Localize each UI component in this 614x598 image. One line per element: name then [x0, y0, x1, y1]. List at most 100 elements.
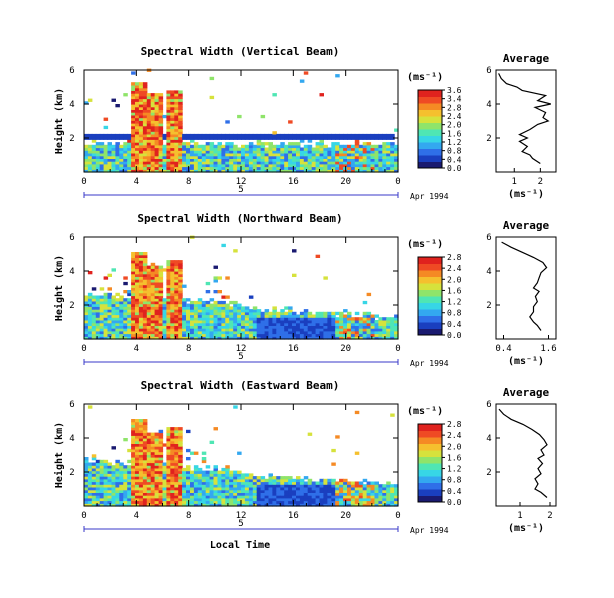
heatmap-cell: [131, 333, 136, 337]
heatmap-cell: [354, 161, 360, 165]
heatmap-cell: [182, 298, 187, 302]
heatmap-cell: [119, 467, 124, 472]
heatmap-cell: [166, 330, 171, 335]
heatmap-cell: [264, 317, 270, 321]
heatmap-cell: [378, 163, 383, 168]
heatmap-cell: [221, 336, 226, 340]
heatmap-cell: [146, 432, 152, 436]
heatmap-cell: [142, 497, 148, 502]
heatmap-cell: [131, 290, 136, 294]
heatmap-cell: [256, 497, 262, 502]
heatmap-cell: [272, 478, 277, 483]
heatmap-cell: [358, 489, 364, 493]
heatmap-cell: [252, 314, 258, 318]
heatmap-cell: [244, 473, 250, 477]
heatmap-cell: [193, 320, 199, 324]
heatmap-cell: [158, 451, 164, 455]
heatmap-cell: [158, 487, 164, 491]
heatmap-cell: [197, 150, 203, 154]
heatmap-cell: [299, 133, 305, 138]
heatmap-cell: [162, 325, 167, 329]
heatmap-cell: [193, 150, 199, 154]
heatmap-cell: [174, 303, 179, 307]
heatmap-cell: [225, 497, 230, 502]
heatmap-cell: [327, 150, 332, 154]
heatmap-cell: [358, 147, 364, 151]
heatmap-cell: [315, 322, 321, 326]
heatmap-cell: [154, 163, 160, 168]
heatmap-cell: [390, 489, 395, 493]
heatmap-cell: [123, 300, 128, 305]
heatmap-cell: [225, 484, 230, 488]
heatmap-cell: [323, 492, 328, 496]
heatmap-cell: [131, 101, 136, 105]
heatmap-cell: [193, 484, 199, 488]
heatmap-cell: [276, 489, 281, 493]
heatmap-cell: [131, 465, 136, 469]
heatmap-cell: [119, 492, 124, 496]
heatmap-cell: [225, 476, 230, 480]
heatmap-cell: [170, 109, 175, 113]
heatmap-cell: [103, 462, 109, 466]
heatmap-cell: [174, 454, 179, 458]
heatmap-cell: [131, 484, 136, 488]
heatmap-cell: [225, 467, 230, 472]
heatmap-cell: [170, 451, 175, 455]
heatmap-cell: [154, 440, 160, 444]
heatmap-cell: [138, 481, 144, 485]
heatmap-cell: [323, 166, 328, 170]
heatmap-cell: [244, 163, 250, 168]
heatmap-cell: [370, 495, 375, 499]
heatmap-cell: [135, 314, 140, 318]
heatmap-cell: [135, 123, 140, 127]
heatmap-cell: [107, 273, 112, 277]
heatmap-cell: [158, 465, 164, 469]
heatmap-cell: [131, 489, 136, 493]
heatmap-cell: [225, 155, 230, 159]
heatmap-cell: [296, 336, 301, 340]
heatmap-cell: [107, 484, 112, 488]
heatmap-cell: [209, 133, 215, 138]
heatmap-cell: [174, 109, 179, 113]
heatmap-cell: [127, 470, 132, 474]
heatmap-cell: [190, 328, 195, 332]
heatmap-cell: [107, 328, 112, 332]
heatmap-cell: [127, 314, 132, 318]
heatmap-cell: [307, 133, 313, 138]
heatmap-cell: [213, 484, 218, 488]
heatmap-cell: [138, 95, 144, 100]
heatmap-cell: [158, 123, 164, 127]
heatmap-cell: [158, 271, 164, 275]
heatmap-cell: [135, 492, 140, 496]
heatmap-cell: [350, 166, 356, 170]
heatmap-cell: [339, 484, 344, 488]
heatmap-cell: [142, 284, 148, 288]
heatmap-cell: [142, 276, 148, 280]
heatmap-cell: [186, 155, 191, 159]
heatmap-cell: [142, 457, 148, 461]
heatmap-cell: [362, 484, 368, 488]
heatmap-cell: [115, 309, 120, 313]
heatmap-cell: [296, 158, 301, 162]
heatmap-cell: [146, 462, 152, 466]
heatmap-cell: [111, 147, 116, 151]
heatmap-cell: [84, 101, 89, 105]
heatmap-cell: [193, 166, 199, 170]
heatmap-cell: [331, 333, 336, 337]
heatmap-cell: [135, 303, 140, 307]
heatmap-cell: [87, 136, 93, 140]
heatmap-cell: [327, 153, 332, 157]
heatmap-cell: [99, 467, 105, 472]
heatmap-cell: [370, 492, 375, 496]
heatmap-cell: [319, 500, 324, 504]
heatmap-cell: [142, 150, 148, 154]
heatmap-cell: [280, 166, 285, 170]
heatmap-cell: [319, 169, 324, 173]
heatmap-cell: [154, 271, 160, 275]
heatmap-cell: [87, 155, 93, 159]
colorbar-swatch: [418, 489, 442, 496]
heatmap-cell: [323, 150, 328, 154]
heatmap-cell: [87, 292, 93, 297]
heatmap-cell: [95, 303, 101, 307]
heatmap-cell: [323, 489, 328, 493]
